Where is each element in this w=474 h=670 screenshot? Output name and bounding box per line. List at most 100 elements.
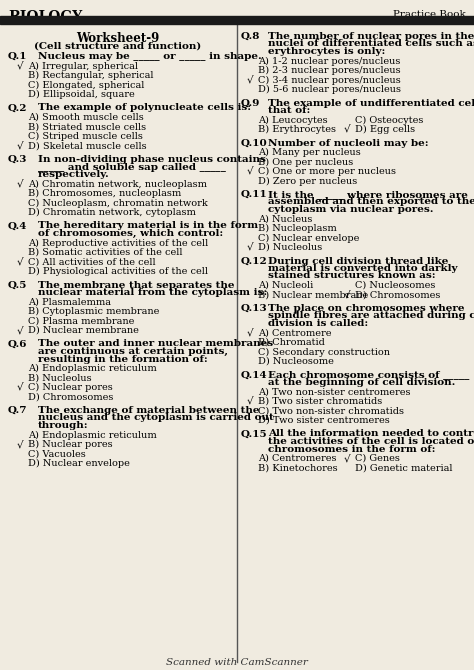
Text: C) Plasma membrane: C) Plasma membrane [28, 316, 134, 326]
Text: C) All activities of the cell: C) All activities of the cell [28, 257, 155, 267]
Text: that of:: that of: [268, 106, 310, 115]
Text: the activities of the cell is located on the: the activities of the cell is located on… [268, 437, 474, 446]
Text: C) Nuclear pores: C) Nuclear pores [28, 383, 113, 392]
Text: D) Chromatin network, cytoplasm: D) Chromatin network, cytoplasm [28, 208, 196, 217]
Text: Q.13: Q.13 [241, 304, 268, 313]
Text: √: √ [17, 440, 24, 449]
Text: A) Irregular, spherical: A) Irregular, spherical [28, 62, 138, 70]
Text: B) One per nucleus: B) One per nucleus [258, 157, 353, 167]
Text: √: √ [344, 291, 351, 299]
Text: D) Ellipsoidal, square: D) Ellipsoidal, square [28, 90, 135, 99]
Text: (Cell structure and function): (Cell structure and function) [35, 42, 201, 51]
Text: A) Centromere: A) Centromere [258, 328, 331, 338]
Text: √: √ [17, 62, 24, 70]
Text: B) 2-3 nuclear pores/nucleus: B) 2-3 nuclear pores/nucleus [258, 66, 401, 75]
Text: B) Kinetochores: B) Kinetochores [258, 464, 337, 472]
Text: Q.12: Q.12 [241, 257, 268, 265]
Text: √: √ [17, 141, 24, 151]
Text: stained structures known as:: stained structures known as: [268, 271, 436, 281]
Text: In non-dividing phase nucleus contains: In non-dividing phase nucleus contains [38, 155, 266, 164]
Text: C) Genes: C) Genes [355, 454, 400, 463]
Text: During cell division thread like: During cell division thread like [268, 257, 448, 265]
Text: erythrocytes is only:: erythrocytes is only: [268, 47, 385, 56]
Text: √: √ [17, 383, 24, 392]
Text: of chromosomes, which control:: of chromosomes, which control: [38, 229, 223, 238]
Text: A) Chromatin network, nucleoplasm: A) Chromatin network, nucleoplasm [28, 180, 207, 189]
Text: Q.10: Q.10 [241, 139, 268, 147]
Text: resulting in the formation of:: resulting in the formation of: [38, 354, 208, 364]
Text: A) Plasmalemma: A) Plasmalemma [28, 297, 111, 306]
Text: √: √ [17, 326, 24, 335]
Text: The number of nuclear pores in the: The number of nuclear pores in the [268, 32, 474, 41]
Text: Worksheet-9: Worksheet-9 [76, 32, 160, 45]
Text: B) Erythrocytes: B) Erythrocytes [258, 125, 336, 134]
Text: A) Two non-sister centromeres: A) Two non-sister centromeres [258, 387, 410, 397]
Text: through:: through: [38, 421, 89, 430]
Text: Q.8: Q.8 [241, 32, 260, 41]
Text: Practice Book: Practice Book [393, 10, 466, 19]
Text: A) Many per nucleus: A) Many per nucleus [258, 148, 361, 157]
Text: C) Vacuoles: C) Vacuoles [28, 450, 86, 458]
Text: B) Nucleolus: B) Nucleolus [28, 373, 91, 383]
Text: B) Two sister chromatids: B) Two sister chromatids [258, 397, 382, 406]
Text: Scanned with CamScanner: Scanned with CamScanner [166, 658, 308, 667]
Text: D) Chromosomes: D) Chromosomes [355, 291, 440, 299]
Text: Number of nucleoli may be:: Number of nucleoli may be: [268, 139, 428, 147]
Text: √: √ [344, 125, 351, 134]
Text: D) Nuclear envelope: D) Nuclear envelope [28, 459, 130, 468]
Text: The example of polynucleate cells is:: The example of polynucleate cells is: [38, 103, 251, 113]
Text: B) Somatic activities of the cell: B) Somatic activities of the cell [28, 248, 182, 257]
Text: B) Nuclear pores: B) Nuclear pores [28, 440, 113, 449]
Text: Q.2: Q.2 [8, 103, 27, 113]
Text: Each chromosome consists of _____: Each chromosome consists of _____ [268, 371, 469, 379]
Text: D) Zero per nucleus: D) Zero per nucleus [258, 176, 357, 186]
Text: D) Physiological activities of the cell: D) Physiological activities of the cell [28, 267, 208, 276]
Text: B) Nuclear membrane: B) Nuclear membrane [258, 291, 368, 299]
Text: A) Nucleus: A) Nucleus [258, 214, 312, 224]
Text: The membrane that separates the: The membrane that separates the [38, 281, 235, 289]
Text: Q.15: Q.15 [241, 429, 268, 438]
Text: C) 3-4 nuclear pores/nucleus: C) 3-4 nuclear pores/nucleus [258, 76, 401, 84]
Text: at the beginning of cell division.: at the beginning of cell division. [268, 378, 456, 387]
Text: A) Smooth muscle cells: A) Smooth muscle cells [28, 113, 144, 122]
Text: A) 1-2 nuclear pores/nucleus: A) 1-2 nuclear pores/nucleus [258, 56, 401, 66]
Text: Nucleus may be _____ or _____ in shape.: Nucleus may be _____ or _____ in shape. [38, 52, 262, 61]
Text: √: √ [17, 180, 24, 188]
Text: spindle fibres are attached during cell: spindle fibres are attached during cell [268, 312, 474, 320]
Text: Q.9: Q.9 [241, 98, 260, 107]
Text: D) Skeletal muscle cells: D) Skeletal muscle cells [28, 141, 146, 151]
Text: Q.1: Q.1 [8, 52, 27, 61]
Text: B) Chromosomes, nucleoplasm: B) Chromosomes, nucleoplasm [28, 189, 181, 198]
Text: It is the _____ where ribosomes are: It is the _____ where ribosomes are [268, 190, 468, 199]
Text: D) Genetic material: D) Genetic material [355, 464, 453, 472]
Text: Q.14: Q.14 [241, 371, 268, 379]
Text: √: √ [17, 257, 24, 267]
Text: Q.4: Q.4 [8, 222, 27, 230]
Text: √: √ [247, 167, 254, 176]
Text: C) Osteocytes: C) Osteocytes [355, 115, 423, 125]
Text: D) Nucleosome: D) Nucleosome [258, 357, 334, 366]
Text: A) Centromeres: A) Centromeres [258, 454, 337, 463]
Text: C) Nucleosomes: C) Nucleosomes [355, 281, 436, 290]
Text: √: √ [247, 76, 254, 84]
Text: B) Striated muscle cells: B) Striated muscle cells [28, 123, 146, 131]
Text: A) Reproductive activities of the cell: A) Reproductive activities of the cell [28, 239, 208, 248]
Text: A) Leucocytes: A) Leucocytes [258, 115, 328, 125]
Text: respectively.: respectively. [38, 170, 110, 179]
Text: BIOLOGY: BIOLOGY [8, 10, 82, 24]
Text: C) Elongated, spherical: C) Elongated, spherical [28, 80, 145, 90]
Text: The hereditary material is in the form: The hereditary material is in the form [38, 222, 258, 230]
Text: The example of undifferentiated cells is: The example of undifferentiated cells is [268, 98, 474, 107]
Text: material is converted into darkly: material is converted into darkly [268, 264, 457, 273]
Text: are continuous at certain points,: are continuous at certain points, [38, 347, 228, 356]
Text: D) 5-6 nuclear pores/nucleus: D) 5-6 nuclear pores/nucleus [258, 85, 401, 94]
Text: B) Rectangular, spherical: B) Rectangular, spherical [28, 71, 154, 80]
Text: nuclear material from the cytoplasm is:: nuclear material from the cytoplasm is: [38, 288, 267, 297]
Text: Q.11: Q.11 [241, 190, 268, 199]
Text: The place on chromosomes where: The place on chromosomes where [268, 304, 465, 313]
Text: D) Chromosomes: D) Chromosomes [28, 393, 113, 401]
Text: D) Two sister centromeres: D) Two sister centromeres [258, 416, 390, 425]
Text: nuclei of differentiated cells such as: nuclei of differentiated cells such as [268, 40, 474, 48]
Text: assembled and then exported to the: assembled and then exported to the [268, 198, 474, 206]
Text: D) Egg cells: D) Egg cells [355, 125, 415, 134]
